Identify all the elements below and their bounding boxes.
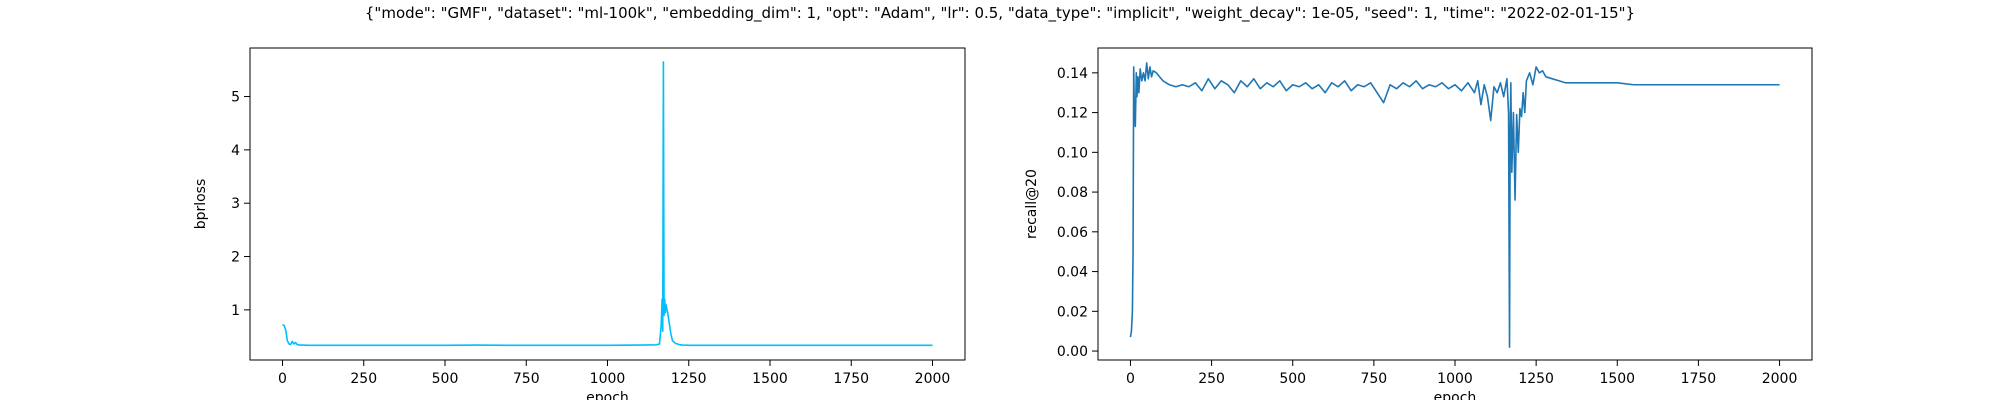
recall-chart: 0 250 500 750 1000 1250 1500 1750 2000 0.00 0.02 0.…: [1024, 47, 1813, 400]
loss-ytick-label: 1: [231, 303, 240, 319]
recall-ytick-label: 0.06: [1057, 225, 1088, 241]
recall-xtick-label: 500: [1279, 371, 1306, 387]
loss-y-axis-label: bprloss: [193, 179, 209, 230]
recall-xtick-label: 1250: [1518, 371, 1554, 387]
recall-xtick-label: 0: [1126, 371, 1135, 387]
loss-xtick-label: 750: [513, 371, 540, 387]
recall-xtick-label: 2000: [1762, 371, 1798, 387]
recall-ytick-label: 0.00: [1057, 344, 1088, 360]
recall-ytick-label: 0.10: [1057, 145, 1088, 161]
loss-x-axis-label: epoch: [586, 390, 629, 400]
recall-y-axis-label: recall@20: [1024, 169, 1040, 239]
recall-series-line: [1129, 62, 1780, 348]
recall-ytick-label: 0.02: [1057, 304, 1088, 320]
recall-xtick-label: 1500: [1599, 371, 1635, 387]
recall-xtick-label: 750: [1360, 371, 1387, 387]
recall-ytick-label: 0.08: [1057, 185, 1088, 201]
recall-ytick-label: 0.12: [1057, 106, 1088, 122]
loss-xtick-label: 1500: [752, 371, 788, 387]
recall-plot-frame: [1097, 47, 1813, 361]
recall-ytick-label: 0.04: [1057, 265, 1088, 281]
recall-x-axis-label: epoch: [1434, 390, 1477, 400]
loss-xtick-label: 500: [432, 371, 459, 387]
loss-xtick-label: 1250: [671, 371, 707, 387]
loss-xtick-label: 2000: [915, 371, 951, 387]
loss-ytick-label: 3: [231, 196, 240, 212]
loss-plot-frame: [249, 47, 966, 361]
loss-chart: 0 250 500 750 1000 1250 1500 1750 2000 1 2 3 4 5 epoch…: [193, 47, 966, 400]
recall-ytick-label: 0.14: [1057, 66, 1088, 82]
figure-title: {"mode": "GMF", "dataset": "ml-100k", "e…: [364, 4, 1636, 22]
loss-xtick-label: 1000: [590, 371, 626, 387]
loss-xtick-label: 250: [350, 371, 377, 387]
recall-xtick-label: 1750: [1681, 371, 1717, 387]
loss-series-line: [282, 61, 933, 347]
recall-xtick-label: 250: [1198, 371, 1225, 387]
loss-ytick-label: 5: [231, 90, 240, 106]
loss-ytick-label: 4: [231, 143, 240, 159]
loss-ytick-label: 2: [231, 250, 240, 266]
recall-xtick-label: 1000: [1437, 371, 1473, 387]
loss-xtick-label: 1750: [833, 371, 869, 387]
loss-xtick-label: 0: [278, 371, 287, 387]
